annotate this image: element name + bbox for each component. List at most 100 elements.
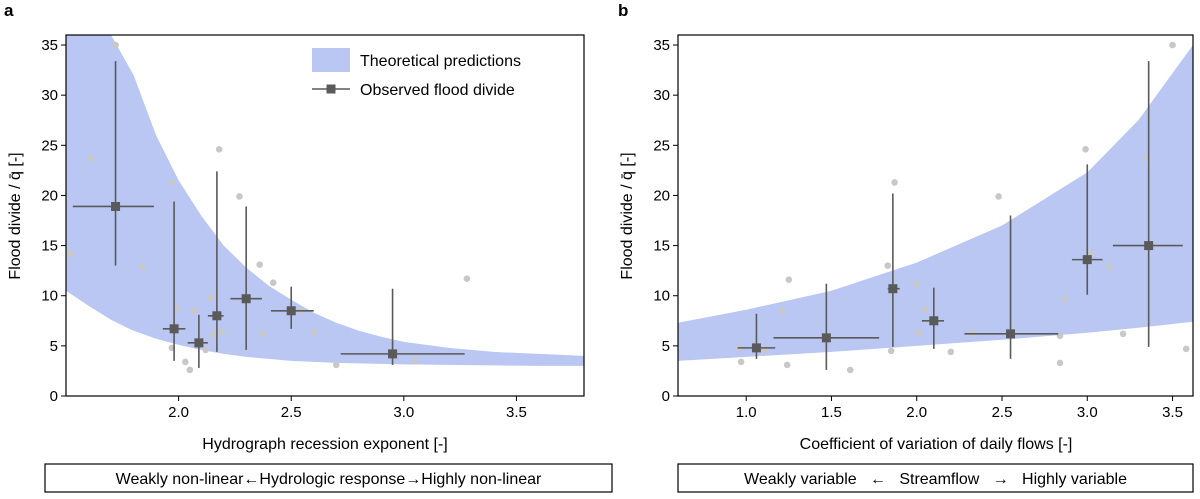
panel-b-scatter-point xyxy=(1061,295,1069,303)
panel-a-letter: a xyxy=(4,1,14,20)
panel-b-scatter-point xyxy=(1106,263,1113,270)
panel-a: a Flood divide / q̄ [-] Hydrograph reces… xyxy=(4,1,613,493)
panel-a-caption-box xyxy=(44,463,613,493)
panel-a-caption-text: Weakly non-linear←Hydrologic response→Hi… xyxy=(116,471,542,488)
panel-b-scatter-point xyxy=(891,179,898,186)
panel-b-observed-marker xyxy=(821,333,831,343)
panel-a-scatter-point xyxy=(269,279,277,286)
panel-a-xtick-label: 2.0 xyxy=(168,404,189,421)
panel-a-xtick-label: 3.5 xyxy=(506,404,527,421)
panel-a-axes-frame xyxy=(65,34,585,397)
panel-b-xlabel: Coefficient of variation of daily flows … xyxy=(800,436,1073,453)
panel-b-scatter-point xyxy=(915,329,922,337)
panel-b-scatter-point xyxy=(913,280,921,287)
panel-a-scatter-point xyxy=(332,361,340,369)
panel-b-scatter-point xyxy=(1169,41,1176,49)
panel-a-scatter-point xyxy=(215,146,223,153)
panel-b-observed-marker xyxy=(1006,329,1016,339)
panel-a-scatter-point xyxy=(182,358,189,366)
panel-a-ytick-label: 35 xyxy=(41,37,58,54)
panel-a-scatter-point xyxy=(310,328,318,336)
panel-a-ytick-label: 20 xyxy=(41,187,58,204)
panel-b-letter: b xyxy=(618,1,628,20)
panel-b-ytick-label: 5 xyxy=(662,338,670,355)
panel-b-observed-marker xyxy=(929,316,939,326)
panel-a-observed-marker xyxy=(194,338,204,348)
panel-a-scatter-point xyxy=(209,331,216,339)
panel-a-xlabel: Hydrograph recession exponent [-] xyxy=(202,436,447,453)
panel-b-axes-frame xyxy=(677,34,1194,397)
panel-b-xtick-label: 2.5 xyxy=(992,404,1013,421)
panel-b-scatter-point xyxy=(1056,359,1064,367)
panel-a-scatter-point xyxy=(139,263,146,270)
panel-a-scatter-point xyxy=(463,275,471,282)
panel-a-scatter-point xyxy=(168,179,176,186)
panel-b-scatter-point xyxy=(1056,332,1064,340)
panel-a-ylabel: Flood divide / q̄ [-] xyxy=(7,152,24,279)
panel-a-ytick-label: 30 xyxy=(41,87,58,104)
panel-b-xtick-label: 3.0 xyxy=(1077,404,1098,421)
panel-a-observed-marker xyxy=(111,201,121,211)
legend-observed-marker xyxy=(326,84,336,94)
panel-a-scatter-point xyxy=(218,328,225,336)
panel-a-scatter-point xyxy=(206,294,214,302)
panel-b-scatter-point xyxy=(887,347,895,355)
panel-a-observed-marker xyxy=(241,294,251,304)
panel-b-observed-marker xyxy=(1144,241,1154,251)
panel-b: b Flood divide / q̄ [-] Coefficient of v… xyxy=(618,1,1194,493)
panel-a-theoretical-band xyxy=(66,35,584,366)
panel-b-theoretical-band xyxy=(678,45,1193,361)
panel-b-scatter-point xyxy=(737,358,745,366)
panel-a-xtick-label: 3.0 xyxy=(393,404,414,421)
panel-b-xtick-label: 1.0 xyxy=(736,404,757,421)
panel-b-xtick-label: 1.5 xyxy=(821,404,842,421)
panel-b-ytick-label: 25 xyxy=(653,137,670,154)
panel-b-plot-area: 0 5 10 15 20 25 30 35 1.0 1.5 2.0 2.5 3.0 3.5 xyxy=(653,34,1194,421)
panel-a-scatter-point xyxy=(202,346,209,354)
panel-b-observed-marker xyxy=(751,343,761,353)
panel-b-scatter-point xyxy=(947,348,955,356)
panel-b-ytick-label: 30 xyxy=(653,87,670,104)
panel-a-observed-marker xyxy=(212,311,222,321)
panel-a-plot-area: 0 5 10 15 20 25 30 35 2.0 2.5 3.0 3.5 Theoretical pr… xyxy=(41,34,585,421)
panel-b-caption-text: Weakly variable ← Streamflow → Highly va… xyxy=(744,471,1127,488)
panel-a-scatter-point xyxy=(411,357,419,365)
panel-b-ytick-label: 0 xyxy=(662,388,670,405)
panel-b-scatter-point xyxy=(846,366,854,374)
panel-b-scatter-point xyxy=(969,329,977,337)
panel-b-ytick-label: 15 xyxy=(653,238,670,255)
panel-b-ytick-label: 20 xyxy=(653,187,670,204)
panel-a-ytick-label: 25 xyxy=(41,137,58,154)
panel-a-observed-marker xyxy=(286,306,296,316)
panel-b-observed-marker xyxy=(888,284,898,294)
panel-b-caption-box xyxy=(677,463,1194,493)
panel-b-observed-marker xyxy=(1082,255,1092,265)
legend-observed-label: Observed flood divide xyxy=(360,82,515,99)
panel-b-xtick-label: 2.0 xyxy=(906,404,927,421)
panel-b-scatter-point xyxy=(1119,330,1127,338)
panel-a-scatter-point xyxy=(258,330,266,338)
panel-a-scatter-point xyxy=(236,193,243,200)
panel-a-ytick-label: 5 xyxy=(50,338,58,355)
panel-b-ytick-label: 35 xyxy=(653,37,670,54)
panel-a-xtick-label: 2.5 xyxy=(281,404,302,421)
panel-a-ytick-label: 15 xyxy=(41,238,58,255)
panel-b-xtick-label: 3.5 xyxy=(1162,404,1183,421)
panel-b-scatter-point xyxy=(884,262,892,269)
legend-band-label: Theoretical predictions xyxy=(360,53,521,70)
panel-a-ytick-label: 0 xyxy=(50,388,58,405)
panel-a-scatter-point xyxy=(191,307,198,315)
panel-b-scatter-point xyxy=(778,307,786,315)
panel-b-scatter-point xyxy=(921,306,929,314)
panel-a-observed-marker xyxy=(169,324,179,334)
panel-a-scatter-point xyxy=(256,261,263,268)
panel-b-scatter-point xyxy=(785,276,793,283)
panel-b-scatter-point xyxy=(1182,345,1190,353)
panel-b-scatter-point xyxy=(783,361,791,369)
panel-b-ytick-label: 10 xyxy=(653,288,670,305)
panel-b-scatter-point xyxy=(1082,146,1089,153)
panel-a-scatter-point xyxy=(67,250,74,257)
panel-a-scatter-point xyxy=(112,41,119,49)
panel-a-scatter-point xyxy=(87,155,95,162)
